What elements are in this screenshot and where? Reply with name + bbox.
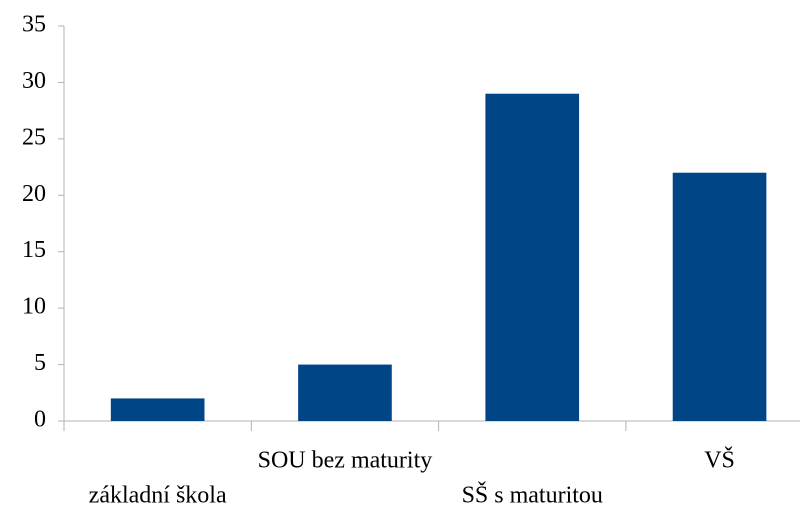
bar: [485, 93, 580, 421]
x-tick-label: SŠ s maturitou: [462, 482, 603, 509]
y-tick-label: 35: [22, 12, 46, 38]
y-tick-label: 30: [22, 68, 46, 94]
bar: [672, 172, 767, 421]
bar: [110, 398, 205, 421]
y-tick-label: 10: [22, 294, 46, 320]
y-tick-label: 5: [34, 350, 46, 376]
y-tick-label: 20: [22, 181, 46, 207]
y-tick-label: 25: [22, 124, 46, 150]
bar: [298, 364, 392, 421]
y-tick-label: 15: [22, 237, 46, 263]
y-tick-label: 0: [34, 407, 46, 433]
x-tick-label: SOU bez maturity: [258, 448, 433, 474]
x-tick-label: základní škola: [89, 483, 227, 509]
x-tick-label: VŠ: [704, 447, 735, 474]
